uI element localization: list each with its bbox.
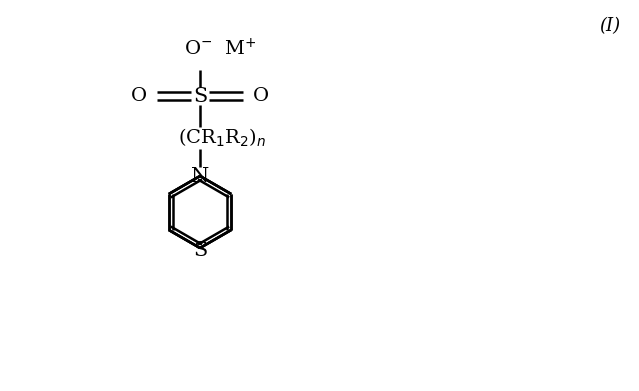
Text: M$^{+}$: M$^{+}$ <box>224 38 256 60</box>
Text: O: O <box>131 87 147 105</box>
Text: (I): (I) <box>599 17 620 35</box>
Text: O$^{-}$: O$^{-}$ <box>184 40 212 58</box>
Text: O: O <box>253 87 269 105</box>
Text: (CR$_1$R$_2$)$_n$: (CR$_1$R$_2$)$_n$ <box>178 127 266 149</box>
Text: N: N <box>191 167 209 185</box>
Text: S: S <box>193 240 207 260</box>
Text: S: S <box>193 86 207 106</box>
